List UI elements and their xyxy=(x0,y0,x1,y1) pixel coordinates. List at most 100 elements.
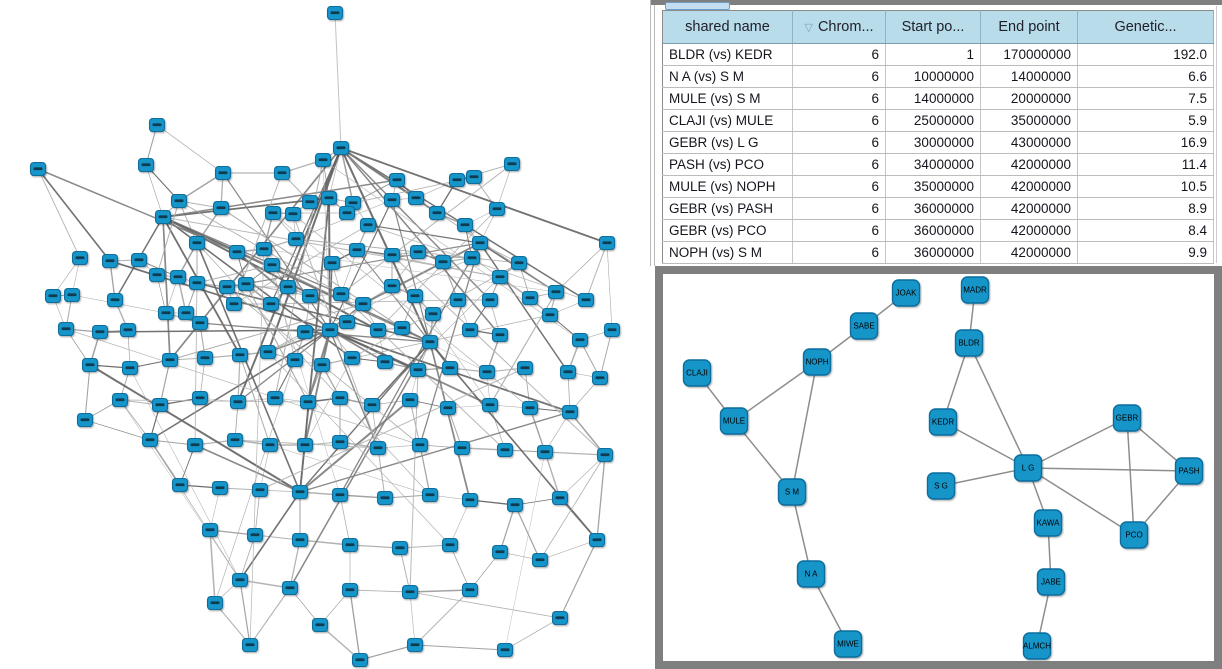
graph-edge-l-g-pash[interactable] xyxy=(1027,467,1190,472)
graph-node[interactable] xyxy=(496,642,514,658)
graph-node[interactable] xyxy=(255,241,273,257)
graph-node[interactable] xyxy=(299,394,317,410)
graph-node-n-a[interactable]: N A xyxy=(796,560,826,588)
table-cell[interactable]: 42000000 xyxy=(980,241,1078,264)
graph-node[interactable] xyxy=(326,5,344,21)
graph-node[interactable] xyxy=(206,595,224,611)
graph-node-gebr[interactable]: GEBR xyxy=(1112,404,1142,432)
graph-node[interactable] xyxy=(348,242,366,258)
graph-edge-l-g-pco[interactable] xyxy=(1027,467,1135,536)
graph-node[interactable] xyxy=(177,305,195,321)
graph-node[interactable] xyxy=(343,350,361,366)
graph-node-noph[interactable]: NOPH xyxy=(802,348,832,376)
graph-node-kawa[interactable]: KAWA xyxy=(1033,509,1063,537)
graph-node[interactable] xyxy=(411,437,429,453)
graph-node[interactable] xyxy=(231,572,249,588)
graph-node[interactable] xyxy=(161,352,179,368)
table-cell[interactable]: 11.4 xyxy=(1077,153,1214,176)
graph-node[interactable] xyxy=(591,370,609,386)
graph-node[interactable] xyxy=(409,244,427,260)
graph-node[interactable] xyxy=(351,652,369,668)
graph-node[interactable] xyxy=(393,320,411,336)
graph-node[interactable] xyxy=(313,357,331,373)
filter-funnel-icon[interactable]: ▽ xyxy=(804,22,813,34)
graph-node[interactable] xyxy=(323,255,341,271)
graph-node[interactable] xyxy=(424,306,442,322)
column-header-genetic[interactable]: Genetic... xyxy=(1077,10,1214,44)
table-cell[interactable]: 34000000 xyxy=(885,153,981,176)
graph-node[interactable] xyxy=(148,267,166,283)
graph-node[interactable] xyxy=(229,394,247,410)
table-cell[interactable]: 42000000 xyxy=(980,219,1078,242)
table-cell[interactable]: BLDR (vs) KEDR xyxy=(662,43,793,66)
graph-node[interactable] xyxy=(251,482,269,498)
graph-node[interactable] xyxy=(151,397,169,413)
graph-node[interactable] xyxy=(491,327,509,343)
graph-node[interactable] xyxy=(296,437,314,453)
graph-node[interactable] xyxy=(471,235,489,251)
graph-node[interactable] xyxy=(441,360,459,376)
graph-node-miwe[interactable]: MIWE xyxy=(833,630,863,658)
table-cell[interactable]: 43000000 xyxy=(980,131,1078,154)
graph-node[interactable] xyxy=(341,537,359,553)
graph-node[interactable] xyxy=(428,205,446,221)
graph-edge-s-g-l-g[interactable] xyxy=(940,467,1029,487)
graph-node[interactable] xyxy=(281,580,299,596)
graph-node[interactable] xyxy=(296,324,314,340)
graph-node[interactable] xyxy=(291,532,309,548)
table-cell[interactable]: 14000000 xyxy=(885,87,981,110)
graph-node[interactable] xyxy=(29,161,47,177)
table-cell[interactable]: 5.9 xyxy=(1077,109,1214,132)
table-cell[interactable]: MULE (vs) NOPH xyxy=(662,175,793,198)
table-cell[interactable]: NOPH (vs) S M xyxy=(662,241,793,264)
graph-node[interactable] xyxy=(559,364,577,380)
graph-node[interactable] xyxy=(461,322,479,338)
table-cell[interactable]: PASH (vs) PCO xyxy=(662,153,793,176)
graph-node[interactable] xyxy=(383,278,401,294)
graph-node-joak[interactable]: JOAK xyxy=(891,279,921,307)
graph-node[interactable] xyxy=(406,288,424,304)
splitpane-divider[interactable] xyxy=(650,0,651,266)
graph-node[interactable] xyxy=(301,194,319,210)
table-cell[interactable]: 9.9 xyxy=(1077,241,1214,264)
graph-node[interactable] xyxy=(291,484,309,500)
graph-node[interactable] xyxy=(273,165,291,181)
table-cell[interactable]: 35000000 xyxy=(885,175,981,198)
graph-node[interactable] xyxy=(44,288,62,304)
graph-node[interactable] xyxy=(449,292,467,308)
table-cell[interactable]: CLAJI (vs) MULE xyxy=(662,109,793,132)
graph-node[interactable] xyxy=(603,322,621,338)
graph-node[interactable] xyxy=(211,480,229,496)
table-cell[interactable]: 10000000 xyxy=(885,65,981,88)
graph-node[interactable] xyxy=(409,362,427,378)
graph-node[interactable] xyxy=(301,288,319,304)
table-cell[interactable]: 10.5 xyxy=(1077,175,1214,198)
graph-node[interactable] xyxy=(331,434,349,450)
table-cell[interactable]: N A (vs) S M xyxy=(662,65,793,88)
graph-node[interactable] xyxy=(363,397,381,413)
graph-node-jabe[interactable]: JABE xyxy=(1036,568,1066,596)
graph-node[interactable] xyxy=(369,440,387,456)
graph-node[interactable] xyxy=(488,201,506,217)
table-cell[interactable]: 30000000 xyxy=(885,131,981,154)
graph-edge-noph-mule[interactable] xyxy=(733,361,818,422)
graph-node[interactable] xyxy=(541,307,559,323)
graph-node[interactable] xyxy=(228,244,246,260)
graph-node[interactable] xyxy=(401,584,419,600)
graph-node[interactable] xyxy=(57,321,75,337)
table-cell[interactable]: 36000000 xyxy=(885,219,981,242)
graph-node[interactable] xyxy=(491,544,509,560)
graph-node[interactable] xyxy=(284,206,302,222)
graph-node[interactable] xyxy=(376,490,394,506)
graph-node[interactable] xyxy=(121,360,139,376)
table-row[interactable]: BLDR (vs) KEDR 6 1 170000000 192.0 xyxy=(662,43,1214,66)
graph-node[interactable] xyxy=(331,487,349,503)
graph-node-bldr[interactable]: BLDR xyxy=(954,329,984,357)
table-row[interactable]: N A (vs) S M 6 10000000 14000000 6.6 xyxy=(662,65,1214,88)
graph-node-mule[interactable]: MULE xyxy=(719,407,749,435)
graph-node-pco[interactable]: PCO xyxy=(1119,521,1149,549)
column-header-start-po[interactable]: Start po... xyxy=(885,10,981,44)
graph-node[interactable] xyxy=(331,390,349,406)
column-header-shared-name[interactable]: shared name xyxy=(662,10,793,44)
table-cell[interactable]: 192.0 xyxy=(1077,43,1214,66)
